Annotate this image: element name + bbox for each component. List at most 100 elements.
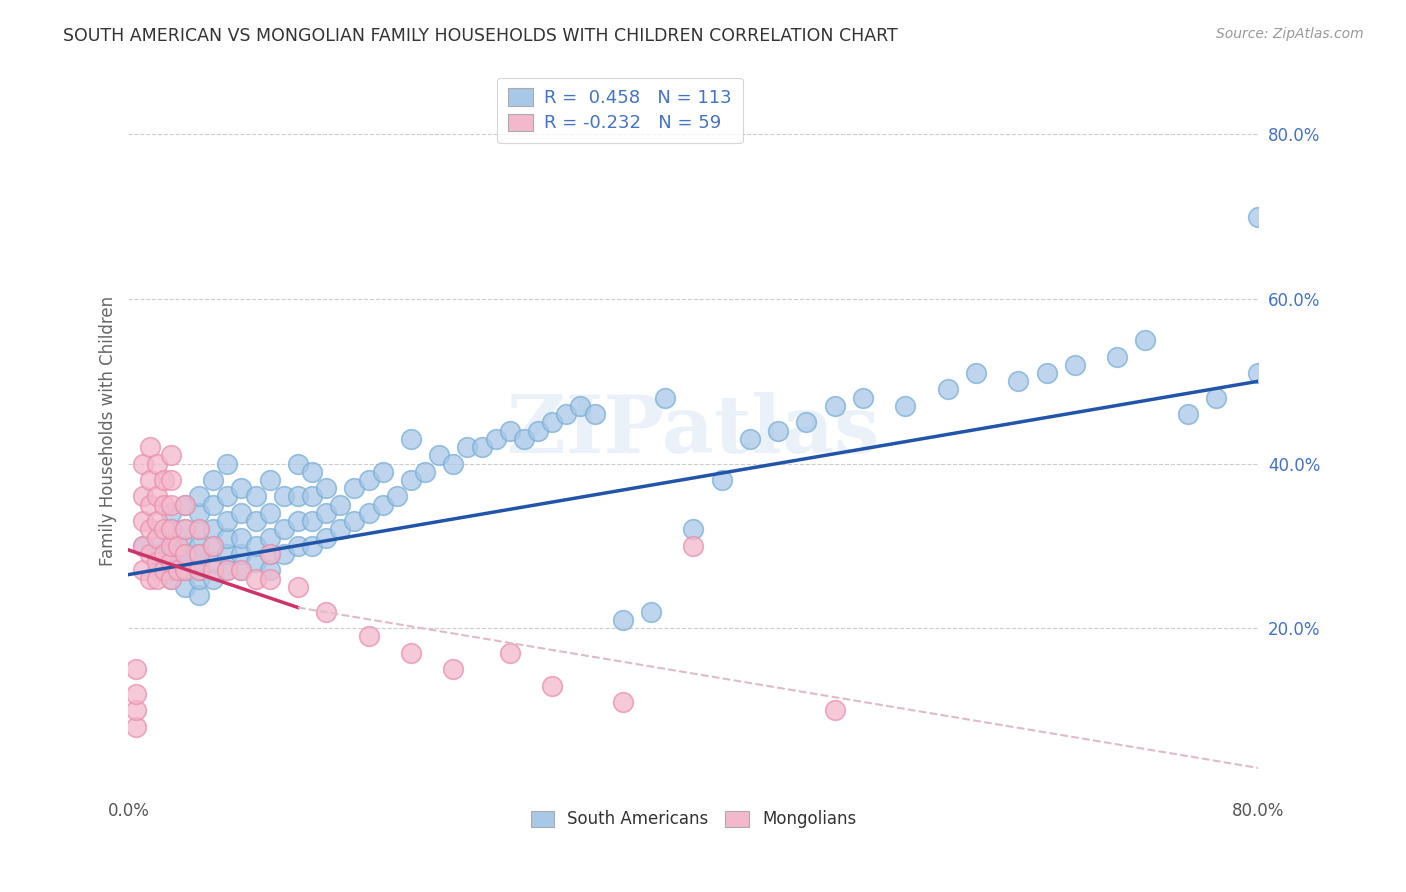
Point (202, 564, 225, 578)
Point (371, 465, 394, 479)
Point (160, 547, 183, 561)
Point (202, 522, 225, 536)
Point (796, 415, 818, 429)
Point (259, 564, 281, 578)
Point (152, 473, 174, 487)
Point (569, 399, 592, 413)
Point (259, 506, 281, 520)
Point (138, 547, 160, 561)
Point (138, 473, 160, 487)
Point (343, 481, 366, 495)
Point (188, 588, 211, 602)
Point (1135, 333, 1157, 347)
Point (527, 424, 550, 438)
Point (499, 424, 522, 438)
Point (555, 407, 578, 421)
Point (273, 547, 295, 561)
Point (160, 564, 183, 578)
Point (174, 564, 197, 578)
Point (231, 547, 253, 561)
Y-axis label: Family Households with Children: Family Households with Children (100, 295, 117, 566)
Point (174, 498, 197, 512)
Point (329, 498, 352, 512)
Point (145, 490, 167, 504)
Point (160, 522, 183, 536)
Point (738, 432, 761, 446)
Point (231, 564, 253, 578)
Point (217, 564, 239, 578)
Point (174, 539, 197, 553)
Point (245, 555, 267, 569)
Point (824, 703, 846, 717)
Point (145, 555, 167, 569)
Point (188, 547, 211, 561)
Point (612, 613, 634, 627)
Point (160, 555, 183, 569)
Point (131, 564, 153, 578)
Point (188, 522, 211, 536)
Point (145, 531, 167, 545)
Point (287, 457, 309, 471)
Point (138, 440, 160, 454)
Point (174, 547, 197, 561)
Point (427, 448, 450, 462)
Point (188, 547, 211, 561)
Point (301, 465, 323, 479)
Point (273, 490, 295, 504)
Point (710, 473, 733, 487)
Point (174, 522, 197, 536)
Point (188, 506, 211, 520)
Point (441, 662, 464, 676)
Point (188, 522, 211, 536)
Point (1063, 358, 1085, 372)
Point (202, 572, 225, 586)
Point (131, 457, 153, 471)
Point (399, 473, 422, 487)
Point (357, 473, 380, 487)
Point (231, 506, 253, 520)
Point (329, 522, 352, 536)
Point (167, 539, 190, 553)
Point (124, 703, 146, 717)
Point (124, 687, 146, 701)
Legend: South Americans, Mongolians: South Americans, Mongolians (524, 804, 863, 835)
Point (160, 448, 183, 462)
Text: SOUTH AMERICAN VS MONGOLIAN FAMILY HOUSEHOLDS WITH CHILDREN CORRELATION CHART: SOUTH AMERICAN VS MONGOLIAN FAMILY HOUSE… (63, 27, 898, 45)
Point (965, 366, 987, 380)
Point (131, 539, 153, 553)
Point (152, 547, 174, 561)
Text: ZIPatlas: ZIPatlas (508, 392, 880, 469)
Point (357, 506, 380, 520)
Text: Source: ZipAtlas.com: Source: ZipAtlas.com (1216, 27, 1364, 41)
Point (259, 547, 281, 561)
Point (315, 605, 337, 619)
Point (1177, 407, 1199, 421)
Point (245, 539, 267, 553)
Point (145, 514, 167, 528)
Point (1205, 391, 1227, 405)
Point (301, 539, 323, 553)
Point (160, 539, 183, 553)
Point (640, 605, 662, 619)
Point (188, 564, 211, 578)
Point (441, 457, 464, 471)
Point (654, 391, 676, 405)
Point (160, 539, 183, 553)
Point (138, 572, 160, 586)
Point (287, 539, 309, 553)
Point (371, 498, 394, 512)
Point (188, 555, 211, 569)
Point (301, 490, 323, 504)
Point (499, 646, 522, 660)
Point (152, 498, 174, 512)
Point (231, 564, 253, 578)
Point (160, 506, 183, 520)
Point (936, 383, 959, 397)
Point (217, 564, 239, 578)
Point (188, 572, 211, 586)
Point (1035, 366, 1057, 380)
Point (259, 531, 281, 545)
Point (217, 490, 239, 504)
Point (138, 522, 160, 536)
Point (471, 440, 494, 454)
